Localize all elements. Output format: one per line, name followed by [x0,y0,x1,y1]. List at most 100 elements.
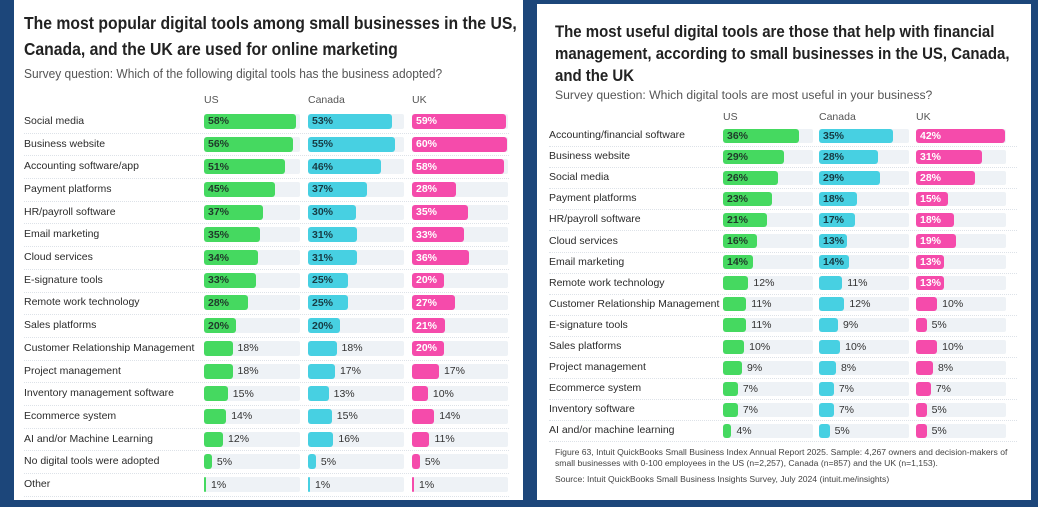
bar-track: 31% [308,250,404,266]
chart-footnote: Figure 63, Intuit QuickBooks Small Busin… [555,447,1008,468]
bar-canada [308,340,337,356]
data-label: 20% [416,274,438,287]
column-header-canada: Canada [819,111,856,123]
data-label: 10% [749,340,771,353]
bar-us [723,234,757,249]
bar-us [204,250,258,266]
category-label: E-signature tools [24,273,103,286]
bar-track: 55% [308,136,404,152]
data-label: 58% [208,115,230,128]
data-label: 7% [838,403,854,416]
bar-track: 5% [412,454,508,470]
chart-row: AI and/or Machine Learning 12% 16% 11% [24,428,509,452]
bar-track: 18% [204,363,300,379]
bar-track: 16% [723,234,813,249]
bar-track: 14% [723,255,813,270]
bar-track: 18% [204,340,300,356]
data-label: 34% [208,251,230,264]
bar-track: 31% [308,227,404,243]
data-label: 35% [208,228,230,241]
bar-track: 30% [308,204,404,220]
chart-row: Inventory software 7% 7% 5% [549,399,1017,422]
bar-uk [412,318,446,334]
category-label: Cloud services [549,234,618,247]
bar-uk [916,212,955,227]
bar-canada [819,339,841,354]
category-label: Cloud services [24,251,93,264]
chart-row: Accounting software/app 51% 46% 58% [24,155,509,180]
bar-canada [308,136,396,152]
bar-track: 15% [308,408,404,424]
data-label: 30% [312,206,334,219]
data-label: 37% [312,183,334,196]
data-label: 18% [237,342,259,355]
chart-row: Payment platforms 45% 37% 28% [24,178,509,202]
column-header-us: US [204,94,219,106]
bar-track: 36% [412,250,508,266]
data-label: 25% [312,296,334,309]
bar-track: 12% [819,297,909,312]
data-label: 15% [336,410,358,423]
data-label: 7% [742,403,758,416]
bar-track: 15% [204,386,300,402]
data-label: 53% [312,115,334,128]
bar-track: 58% [412,159,508,175]
bar-track: 59% [412,113,508,129]
bar-track: 53% [308,113,404,129]
chart-row: AI and/or machine learning 4% 5% 5% [549,420,1017,443]
data-label: 7% [742,382,758,395]
chart-row: Ecommerce system 7% 7% 7% [549,378,1017,401]
category-label: Inventory management software [24,387,174,400]
bar-track: 1% [412,477,508,493]
bar-uk [412,113,506,129]
data-label: 31% [312,228,334,241]
bar-track: 34% [204,250,300,266]
bar-us [204,113,297,129]
bar-track: 20% [412,340,508,356]
data-label: 25% [312,274,334,287]
data-label: 13% [920,256,942,269]
chart-row: Remote work technology 28% 25% 27% [24,292,509,316]
category-label: Sales platforms [549,340,622,353]
bar-track: 36% [723,128,813,143]
data-label: 14% [439,410,461,423]
column-header-uk: UK [412,94,427,106]
bar-track: 45% [204,181,300,197]
bar-uk [412,136,508,152]
bar-track: 1% [308,477,404,493]
data-label: 18% [341,342,363,355]
bar-canada [819,255,849,270]
bar-canada [308,295,348,311]
data-label: 20% [416,342,438,355]
chart-panel-popular-tools: The most popular digital tools among sma… [14,0,523,500]
bar-track: 29% [819,170,909,185]
bar-us [723,402,738,417]
data-label: 5% [931,424,947,437]
bar-us [723,360,743,375]
data-label: 16% [338,433,360,446]
data-label: 14% [823,256,845,269]
bar-us [204,159,285,175]
bar-canada [819,360,836,375]
data-label: 29% [727,150,749,163]
data-label: 4% [736,424,752,437]
bar-track: 11% [819,276,909,291]
bar-canada [308,113,393,129]
bar-track: 5% [916,402,1006,417]
data-label: 21% [416,319,438,332]
column-header-canada: Canada [308,94,345,106]
data-label: 35% [823,129,845,142]
data-label: 17% [339,365,361,378]
bar-canada [819,297,845,312]
category-label: Remote work technology [549,276,665,289]
bar-track: 7% [819,402,909,417]
bar-track: 37% [308,181,404,197]
bar-track: 35% [819,128,909,143]
bar-uk [412,181,457,197]
data-label: 12% [753,277,775,290]
bar-track: 10% [412,386,508,402]
bar-canada [308,159,381,175]
data-label: 28% [208,296,230,309]
bar-uk [412,363,439,379]
data-label: 17% [823,213,845,226]
